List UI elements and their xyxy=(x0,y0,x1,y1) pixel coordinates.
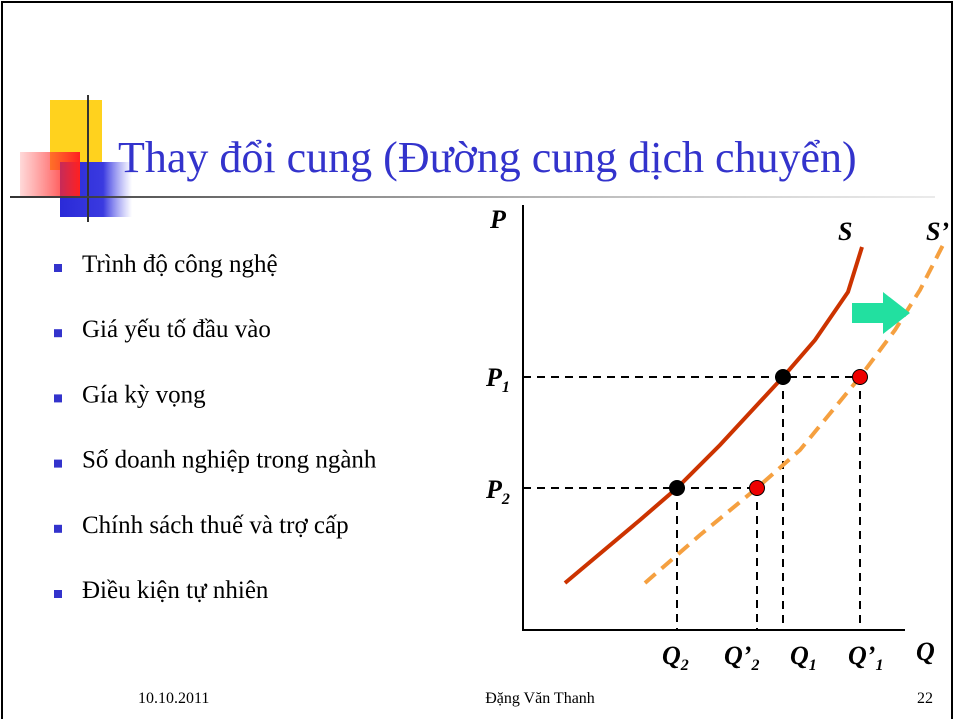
footer-author: Đặng Văn Thanh xyxy=(485,690,595,707)
equilibrium-point xyxy=(669,480,685,496)
label-main: Q’ xyxy=(724,641,751,670)
bullet-text: Chính sách thuế và trợ cấp xyxy=(82,512,349,539)
label-main: Q’ xyxy=(848,641,875,670)
bullet-text: Gía kỳ vọng xyxy=(82,381,206,408)
label-main: P xyxy=(485,475,503,504)
bullet-marker xyxy=(54,264,62,272)
label-main: P xyxy=(485,363,503,392)
axis-value-label: Q’1 xyxy=(848,641,883,674)
curve-label: S’ xyxy=(926,217,949,246)
equilibrium-point xyxy=(775,369,791,385)
shifted-supply-curve xyxy=(643,244,945,585)
label-subscript: 2 xyxy=(680,657,689,674)
bullet-marker xyxy=(54,394,62,403)
shifted-point xyxy=(852,369,868,385)
axis-value-label: Q2 xyxy=(662,641,689,674)
supply-curve xyxy=(563,246,864,585)
bullet-text: Giá yếu tố đầu vào xyxy=(82,316,271,343)
footer-date: 10.10.2011 xyxy=(138,690,209,707)
bullet-marker xyxy=(54,459,62,468)
label-subscript: 1 xyxy=(875,657,883,674)
axis-label: P xyxy=(489,205,507,234)
bullet-text: Trình độ công nghệ xyxy=(82,251,278,278)
label-subscript: 2 xyxy=(501,491,510,508)
axis-value-label: Q1 xyxy=(790,641,817,674)
bullet-marker xyxy=(54,590,62,598)
guide-lines xyxy=(523,376,861,630)
bullet-text: Số doanh nghiệp trong ngành xyxy=(82,447,377,474)
label-subscript: 1 xyxy=(502,379,510,396)
logo xyxy=(20,95,132,222)
bullet-text: Điều kiện tự nhiên xyxy=(82,577,269,604)
title-rule xyxy=(10,196,935,198)
label-subscript: 1 xyxy=(809,657,817,674)
axis-value-label: P1 xyxy=(485,363,510,396)
axis-value-label: Q’2 xyxy=(724,641,759,674)
bullet-marker xyxy=(54,329,62,338)
footer-page: 22 xyxy=(917,690,933,707)
bullet-marker xyxy=(54,524,62,533)
axis-label: Q xyxy=(916,637,935,666)
curve-label: S xyxy=(838,217,852,246)
slide-title: Thay đổi cung (Đường cung dịch chuyển) xyxy=(118,133,857,182)
label-main: Q xyxy=(662,641,681,670)
shift-arrow xyxy=(852,292,910,334)
axis-value-label: P2 xyxy=(485,475,510,508)
label-main: Q xyxy=(790,641,809,670)
shifted-point xyxy=(749,480,765,496)
label-subscript: 2 xyxy=(750,657,759,674)
bullet-list: Trình độ công nghệ Giá yếu tố đầu vào Gía … xyxy=(54,251,377,604)
